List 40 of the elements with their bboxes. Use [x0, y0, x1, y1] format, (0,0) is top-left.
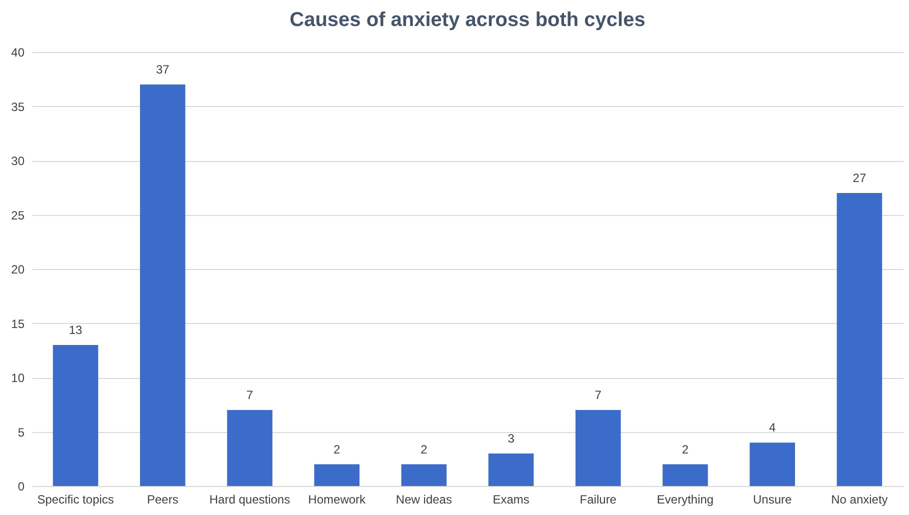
bar: [52, 344, 98, 486]
x-tick-label: Failure: [580, 492, 617, 506]
x-tick-label: Specific topics: [37, 492, 114, 506]
data-label: 2: [682, 442, 689, 456]
x-tick-label: Exams: [492, 492, 530, 506]
y-tick-label: 25: [11, 208, 25, 222]
y-tick-label: 0: [18, 480, 25, 494]
bar: [836, 193, 882, 486]
y-tick-label: 10: [11, 371, 25, 385]
bar: [314, 464, 360, 486]
bar: [401, 464, 447, 486]
x-tick-label: Unsure: [753, 492, 792, 506]
y-tick-label: 30: [11, 154, 25, 168]
x-tick-label: Everything: [656, 492, 714, 506]
data-label: 27: [852, 171, 866, 186]
y-tick-label: 40: [11, 46, 25, 60]
data-label: 3: [508, 431, 515, 446]
y-tick-label: 15: [11, 316, 25, 331]
chart-title: Causes of anxiety across both cycles: [290, 9, 646, 31]
x-tick-label: Peers: [146, 492, 178, 506]
data-label: 4: [769, 420, 776, 435]
x-tick-label: New ideas: [396, 492, 452, 506]
y-tick-label: 35: [11, 100, 25, 114]
bar: [140, 84, 186, 486]
x-tick-label: Homework: [308, 492, 367, 506]
data-label: 7: [594, 388, 602, 402]
bar: [488, 453, 534, 486]
data-label: 7: [246, 388, 254, 402]
y-tick-label: 5: [18, 425, 25, 440]
x-tick-label: No anxiety: [831, 492, 888, 506]
bar: [750, 442, 795, 486]
data-label: 2: [334, 442, 341, 456]
bar: [662, 464, 708, 486]
y-tick-label: 20: [11, 262, 25, 276]
bar: [227, 410, 272, 486]
data-label: 37: [156, 62, 170, 77]
data-label: 2: [420, 442, 428, 456]
data-label: 13: [68, 322, 83, 337]
bar: [576, 410, 621, 486]
x-tick-label: Hard questions: [209, 492, 290, 506]
